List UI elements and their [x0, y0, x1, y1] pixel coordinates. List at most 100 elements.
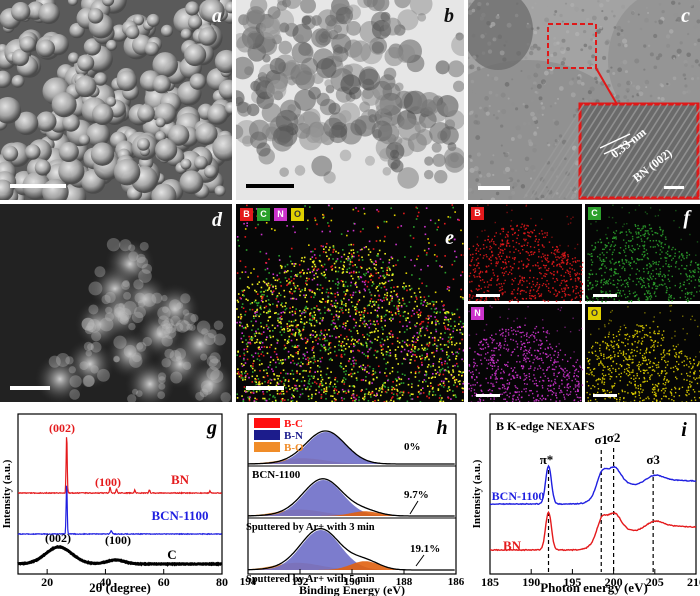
marker-label: σ1: [594, 432, 608, 447]
marker-label: σ3: [646, 452, 660, 467]
spectrum-label-2: Sputtered by Ar+ with 3 min: [246, 522, 375, 533]
component-B-N-area: [248, 432, 456, 464]
x-tick-label: 190: [522, 575, 540, 589]
x-tick-label: 80: [216, 575, 228, 589]
x-axis-label-g: 2θ (degree): [89, 580, 151, 595]
map-tag-N: N: [471, 307, 484, 320]
panel-label-c: c: [681, 5, 690, 27]
tem-texture: [236, 0, 464, 200]
x-tick-label: 40: [99, 575, 111, 589]
marker-label: π*: [540, 452, 554, 467]
scale-bar-c: [478, 186, 510, 190]
panel-label-g: g: [206, 417, 217, 439]
tag-O: O: [291, 208, 304, 221]
component-B-C-area: [248, 561, 456, 570]
scale-bar-d: [10, 386, 50, 390]
panel-label-d: d: [212, 209, 222, 231]
panel-g-xrd-chart: 20 40 60 80 (002) (100) BN BCN-1100 (002) (…: [1, 413, 228, 595]
x-tick-label: 185: [481, 575, 499, 589]
tag-B: B: [240, 208, 253, 221]
map-tag-B: B: [471, 207, 484, 220]
hrtem-texture: [468, 0, 700, 200]
panel-label-b: b: [444, 5, 454, 27]
legend-BCN-1100: BCN-1100: [492, 489, 545, 503]
sem-particles: [0, 0, 232, 200]
hrtem-particles: [468, 0, 700, 200]
haadf-texture: [0, 204, 232, 402]
panel-c-hrtem-image: 0.33 nm BN (002) c: [468, 0, 700, 200]
envelope-curve: [248, 478, 455, 517]
panel-e-eds-overlay: B C N O e: [236, 204, 464, 402]
component-B-N-area: [248, 480, 456, 516]
x-tick-label: 188: [396, 576, 413, 588]
map-tag-C: C: [588, 207, 601, 220]
panel-label-f: f: [683, 207, 690, 229]
x-tick-label: 190: [344, 576, 361, 588]
panel-label-h: h: [436, 417, 447, 439]
x-axis-label-i: Photon energy (eV): [540, 580, 648, 595]
panel-label-a: a: [212, 5, 222, 27]
x-tick-label: 194: [240, 576, 257, 588]
legend-B-O: B-O: [284, 442, 304, 454]
legend-B-N: B-N: [284, 430, 303, 442]
panel-b-tem-image: b: [236, 0, 464, 200]
panel-d-haadf-image: d: [0, 204, 232, 402]
x-tick-label: 192: [292, 576, 309, 588]
x-tick-label: 186: [448, 576, 464, 588]
y-axis-label-g: Intensity (a.u.): [1, 459, 13, 528]
map-N: [468, 304, 582, 402]
panel-f-elemental-maps: B C N O f: [468, 204, 700, 402]
label-BN-100: (100): [95, 475, 121, 489]
panel-label-i: i: [681, 419, 687, 441]
legend-BN: BN: [171, 472, 190, 487]
component-B-C-area: [248, 511, 456, 516]
percent-label-3: 19.1%: [410, 543, 440, 555]
envelope-curve: [248, 430, 455, 465]
map-B: [468, 204, 582, 301]
envelope-curve: [248, 527, 455, 571]
sem-texture: [0, 0, 232, 200]
x-tick-label: 200: [605, 575, 623, 589]
panel-a-sem-image: a: [0, 0, 232, 200]
label-C-002: (002): [45, 531, 71, 545]
x-tick-label: 20: [41, 575, 53, 589]
x-tick-label: 205: [646, 575, 664, 589]
series-C: [17, 545, 223, 567]
percent-label-1: 0%: [404, 441, 421, 453]
plot-frame: [247, 413, 457, 575]
series-BN: [18, 437, 223, 495]
percent-label-2: 9.7%: [404, 489, 429, 501]
x-tick-label: 195: [563, 575, 581, 589]
x-tick-label: 210: [687, 575, 700, 589]
legend-C: C: [167, 547, 176, 562]
x-tick-label: 60: [158, 575, 170, 589]
spectrum-label-1: BCN-1100: [252, 469, 301, 481]
tag-N: N: [274, 208, 287, 221]
tem-particles: [236, 0, 464, 189]
eds-overlay-dots: [236, 204, 464, 402]
y-axis-label-i: Intensity (a.u.): [471, 459, 483, 528]
series-BCN-1100: [489, 464, 697, 506]
series-BN: [489, 510, 697, 552]
scale-bar-e: [246, 386, 284, 390]
legend-swatch-B-N: [254, 430, 280, 440]
x-axis-label-h: Binding Energy (eV): [299, 583, 405, 596]
tag-C: C: [257, 208, 270, 221]
label-BN-002: (002): [49, 421, 75, 435]
series-BCN-1100: [17, 485, 222, 536]
marker-label: σ2: [607, 430, 621, 445]
map-tag-O: O: [588, 307, 601, 320]
component-B-N-area: [248, 530, 456, 570]
chart-title-i: B K-edge NEXAFS: [496, 419, 595, 433]
scale-bar-a: [10, 184, 66, 188]
label-C-100: (100): [105, 533, 131, 547]
legend-swatch-B-O: [254, 442, 280, 452]
legend-swatch-B-C: [254, 418, 280, 428]
scale-bar-b: [246, 184, 294, 188]
spectrum-label-3: Sputtered by Ar+ with 5 min: [246, 574, 375, 585]
legend-B-C: B-C: [284, 418, 303, 430]
legend-BCN-1100: BCN-1100: [151, 508, 208, 523]
panel-label-e: e: [445, 227, 454, 249]
selection-box: [547, 23, 597, 69]
